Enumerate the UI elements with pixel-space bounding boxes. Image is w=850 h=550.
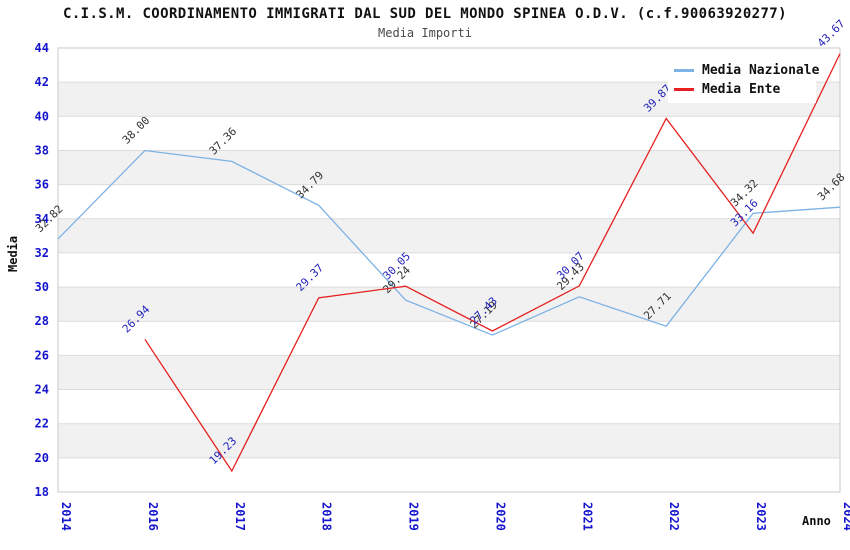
y-tick-label: 42 [35, 75, 49, 89]
grid-band [58, 116, 840, 151]
legend-label-nazionale: Media Nazionale [702, 63, 820, 78]
y-axis-title: Media [6, 235, 20, 272]
legend: Media Nazionale Media Ente [668, 57, 819, 103]
y-tick-label: 34 [35, 212, 49, 226]
legend-item-media-nazionale: Media Nazionale [674, 61, 819, 80]
y-tick-label: 22 [35, 417, 49, 431]
legend-swatch-ente-icon [674, 88, 694, 91]
grid-band [58, 252, 840, 288]
chart-title: C.I.S.M. COORDINAMENTO IMMIGRATI DAL SUD… [63, 6, 787, 22]
grid-band [58, 287, 840, 322]
grid-band [58, 423, 840, 458]
x-tick-label: 2020 [493, 502, 507, 531]
grid-band [58, 150, 840, 185]
y-tick-label: 32 [35, 246, 49, 260]
y-tick-label: 38 [35, 143, 49, 157]
y-tick-label: 26 [35, 348, 49, 362]
grid-band [58, 321, 840, 356]
y-tick-label: 30 [35, 280, 49, 294]
x-axis-title: Anno [802, 514, 831, 528]
x-tick-label: 2023 [754, 502, 768, 531]
x-tick-label: 2014 [59, 502, 73, 531]
y-tick-label: 44 [35, 41, 49, 55]
y-tick-label: 18 [35, 485, 49, 499]
grid-band [58, 457, 840, 492]
legend-swatch-nazionale-icon [674, 69, 694, 72]
plot-border [57, 47, 841, 493]
x-tick-label: 2016 [146, 502, 160, 531]
y-tick-label: 24 [35, 383, 49, 397]
legend-label-ente: Media Ente [702, 82, 781, 97]
grid-band [58, 184, 840, 219]
legend-item-media-ente: Media Ente [674, 80, 810, 99]
x-tick-label: 2024 [841, 502, 850, 531]
y-tick-label: 28 [35, 314, 49, 328]
y-tick-label: 40 [35, 109, 49, 123]
x-tick-label: 2017 [233, 502, 247, 531]
x-tick-label: 2018 [320, 502, 334, 531]
x-tick-label: 2022 [667, 502, 681, 531]
series-line-media-ente [144, 53, 841, 473]
grid-band [58, 218, 840, 253]
y-tick-label: 20 [35, 451, 49, 465]
x-tick-label: 2021 [580, 502, 594, 531]
chart-subtitle: Media Importi [378, 26, 472, 40]
x-tick-label: 2019 [407, 502, 421, 531]
grid-band [58, 355, 840, 390]
series-line-media-nazionale [57, 149, 841, 336]
grid-band [58, 389, 840, 424]
y-tick-label: 36 [35, 178, 49, 192]
